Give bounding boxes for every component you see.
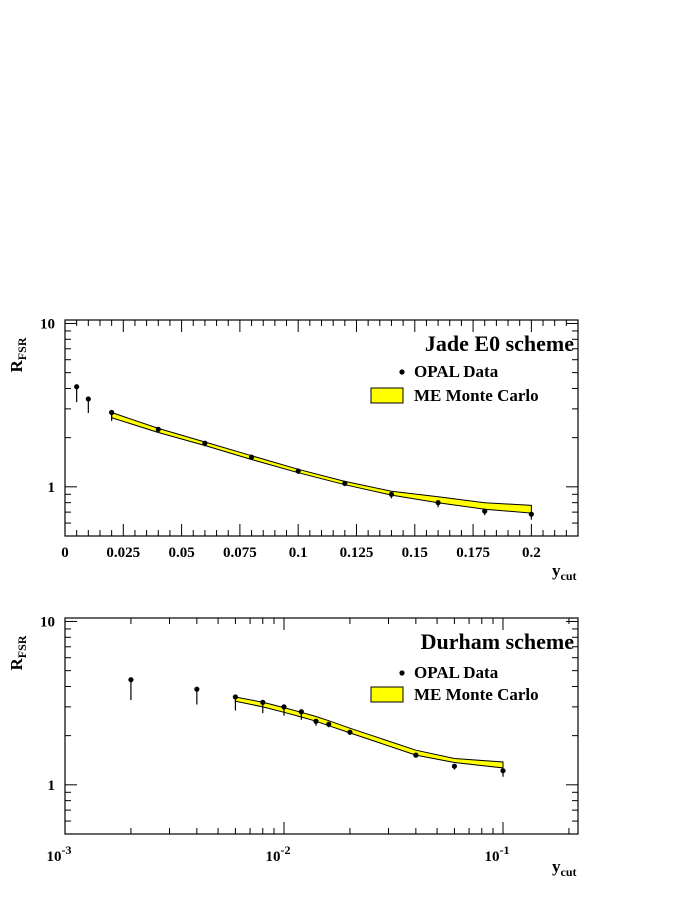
panel-title: Durham scheme — [421, 629, 575, 654]
x-tick-label: 0.075 — [223, 545, 257, 561]
legend-band-label: ME Monte Carlo — [414, 685, 539, 704]
data-point — [298, 709, 304, 715]
x-tick-label: 10-2 — [266, 843, 291, 865]
legend-data-label: OPAL Data — [414, 663, 499, 682]
x-tick-label: 0.1 — [289, 545, 308, 561]
x-tick-label: 10-3 — [47, 843, 72, 865]
x-tick-label: 0.15 — [402, 545, 428, 561]
y-axis-title: RFSR — [7, 337, 29, 372]
legend-data-marker — [399, 369, 405, 375]
data-point — [347, 729, 353, 735]
x-tick-label: 0.125 — [340, 545, 374, 561]
data-point — [313, 718, 319, 724]
panel-title: Jade E0 scheme — [425, 331, 574, 356]
x-axis-title: ycut — [552, 857, 577, 879]
y-axis-title: RFSR — [7, 635, 29, 670]
y-tick-label: 1 — [48, 480, 56, 496]
data-point — [85, 396, 91, 402]
data-point — [281, 704, 287, 710]
x-tick-label: 10-1 — [485, 843, 510, 865]
legend-band-swatch — [370, 387, 404, 404]
legend-band-label: ME Monte Carlo — [414, 386, 539, 405]
data-point — [342, 480, 348, 486]
x-axis-title: ycut — [552, 561, 577, 583]
x-tick-label: 0.025 — [106, 545, 140, 561]
jade-e0-panel: 1 10 0 0.025 0.05 0.075 0.1 0.125 0.15 0.175 0.2 yc… — [7, 316, 579, 583]
x-tick-label: 0.175 — [456, 545, 490, 561]
data-point — [388, 491, 395, 497]
data-point — [109, 409, 115, 416]
data-point — [248, 454, 255, 460]
data-point — [194, 686, 200, 692]
mc-band — [111, 411, 532, 514]
x-tick-label: 0.2 — [522, 545, 541, 561]
x-tick-label: 0 — [61, 545, 69, 561]
data-point — [326, 721, 332, 727]
data-point — [435, 500, 441, 506]
data-point — [451, 763, 458, 769]
y-tick-label: 10 — [40, 614, 55, 630]
data-point — [74, 384, 80, 390]
y-tick-label: 1 — [48, 778, 56, 794]
mc-band — [234, 696, 504, 769]
y-tick-label: 10 — [40, 316, 55, 332]
data-point — [528, 511, 534, 517]
data-point — [413, 752, 419, 758]
data-point — [202, 440, 208, 446]
legend-data-marker — [399, 670, 405, 676]
legend-data-label: OPAL Data — [414, 362, 499, 381]
durham-panel: 1 10 10-3 10-2 10-1 ycut RFSR Durham scheme OPAL… — [7, 614, 579, 879]
data-point — [260, 699, 266, 705]
legend-band-swatch — [370, 686, 404, 703]
data-point — [482, 508, 488, 514]
data-point — [128, 677, 134, 683]
plot-frame — [64, 617, 579, 835]
data-point — [295, 468, 301, 474]
x-tick-label: 0.05 — [168, 545, 194, 561]
data-point — [155, 426, 161, 432]
data-point — [232, 694, 239, 700]
data-point — [500, 768, 506, 774]
